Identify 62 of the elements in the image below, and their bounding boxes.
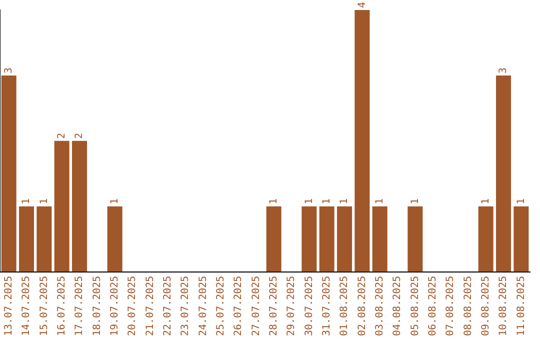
data-label: 3 [3,67,14,74]
data-label: 3 [498,67,510,74]
x-tick-label: 14.07.2025 [21,276,32,336]
x-tick-label: 26.07.2025 [233,276,244,336]
data-label: 1 [374,198,386,204]
data-label: 2 [74,132,86,139]
bar [354,10,370,272]
data-label: 1 [109,198,120,204]
data-label: 1 [304,198,315,204]
data-label: 1 [21,198,32,204]
x-tick-label: 29.07.2025 [286,276,298,336]
x-tick-label: 05.08.2025 [410,276,421,336]
x-tick-label: 02.08.2025 [356,276,368,336]
data-label: 1 [516,198,527,204]
bar [408,206,423,272]
x-tick-label: 06.08.2025 [427,276,438,336]
x-tick-label: 27.07.2025 [250,276,262,336]
x-tick-label: 11.08.2025 [516,276,527,336]
data-label: 1 [480,198,492,204]
x-tick-label: 17.07.2025 [74,276,86,336]
x-tick-label: 28.07.2025 [268,276,280,336]
x-tick-label: 23.07.2025 [180,276,192,336]
x-tick-label: 13.07.2025 [3,276,14,336]
data-label: 1 [38,198,50,204]
x-tick-label: 08.08.2025 [462,276,474,336]
x-tick-label: 04.08.2025 [392,276,404,336]
bar [36,206,52,272]
x-tick-label: 01.08.2025 [339,276,350,336]
x-tick-label: 24.07.2025 [198,276,209,336]
x-tick-label: 18.07.2025 [92,276,103,336]
data-label: 1 [321,198,332,204]
data-label: 2 [56,132,68,139]
x-tick-label: 20.07.2025 [127,276,138,336]
bar [107,206,122,272]
data-label: 1 [410,198,421,204]
bar [266,206,282,272]
x-tick-label: 19.07.2025 [109,276,120,336]
bar [319,206,334,272]
x-tick-label: 07.08.2025 [445,276,456,336]
bar [302,206,317,272]
bar [336,206,352,272]
x-tick-label: 21.07.2025 [144,276,156,336]
data-label: 1 [339,198,350,204]
x-tick-label: 03.08.2025 [374,276,386,336]
bar [72,140,88,272]
x-tick-label: 15.07.2025 [38,276,50,336]
bar [18,206,34,272]
bar [1,75,16,272]
x-tick-label: 31.07.2025 [321,276,332,336]
x-tick-label: 25.07.2025 [215,276,226,336]
bar [478,206,494,272]
x-tick-label: 30.07.2025 [304,276,315,336]
x-tick-label: 16.07.2025 [56,276,68,336]
data-label: 4 [356,2,368,8]
x-tick-label: 10.08.2025 [498,276,510,336]
x-tick-label: 22.07.2025 [162,276,174,336]
bar [54,140,70,272]
bar [514,206,529,272]
x-tick-label: 09.08.2025 [480,276,492,336]
data-label: 1 [268,198,280,204]
bar [372,206,388,272]
bar [496,75,512,272]
